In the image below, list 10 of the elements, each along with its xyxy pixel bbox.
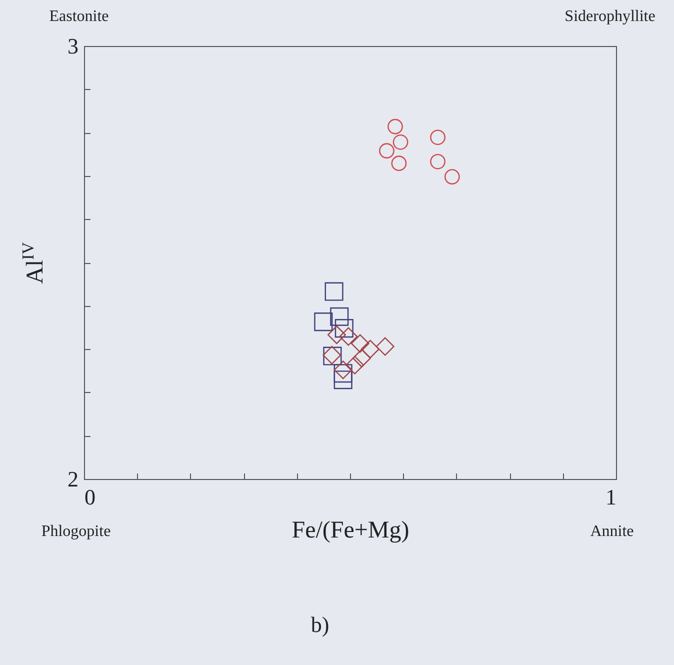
y-tick-label: 3: [68, 34, 78, 58]
text: Siderophyllite: [564, 8, 656, 26]
text: Phlogopite: [41, 523, 111, 541]
x-tick-label: 1: [606, 484, 616, 510]
x-tick-label: 0: [84, 484, 96, 510]
text: Annite: [590, 523, 634, 541]
x-axis-title: Fe/(Fe+Mg): [292, 518, 410, 544]
y-tick-label: 2: [68, 466, 78, 492]
text: b): [310, 612, 330, 638]
text: Eastonite: [49, 8, 109, 26]
